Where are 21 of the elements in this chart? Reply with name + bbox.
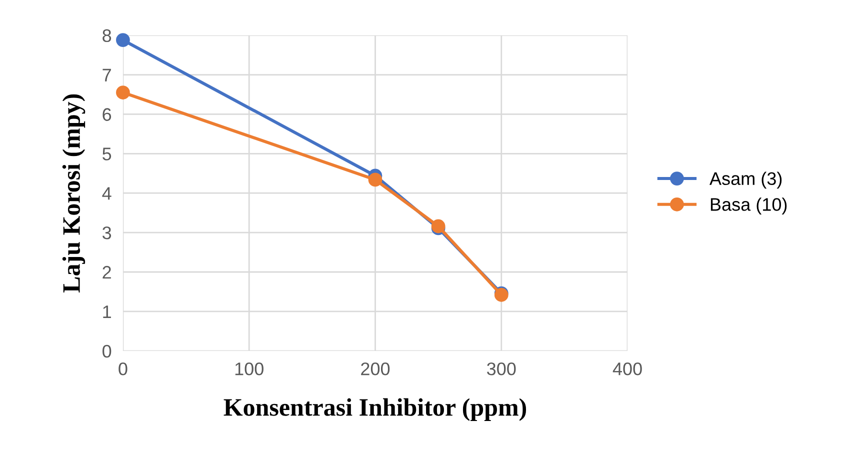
- y-tick-label: 0: [102, 344, 112, 358]
- x-axis-title: Konsentrasi Inhibitor (ppm): [224, 398, 526, 421]
- point: [368, 172, 382, 187]
- x-tick-label: 300: [487, 362, 516, 376]
- y-axis-title: Laju Korosi (mpy): [62, 94, 86, 292]
- x-tick-label: 100: [235, 362, 264, 376]
- x-tick-label: 0: [118, 362, 128, 376]
- x-tick-label: 400: [612, 362, 642, 376]
- legend-label: Basa (10): [710, 198, 787, 214]
- y-tick-label: 2: [102, 266, 111, 279]
- point: [116, 33, 130, 48]
- point: [116, 86, 130, 100]
- y-tick-label: 6: [102, 108, 112, 121]
- legend-label: Asam (3): [710, 172, 782, 189]
- y-tick-label: 5: [102, 148, 112, 160]
- y-tick-label: 3: [102, 226, 112, 240]
- y-tick-label: 1: [103, 306, 111, 318]
- y-tick-label: 8: [102, 29, 112, 42]
- y-tick-label: 4: [102, 187, 112, 200]
- x-tick-label: 200: [361, 362, 390, 376]
- y-tick-label: 7: [102, 68, 111, 82]
